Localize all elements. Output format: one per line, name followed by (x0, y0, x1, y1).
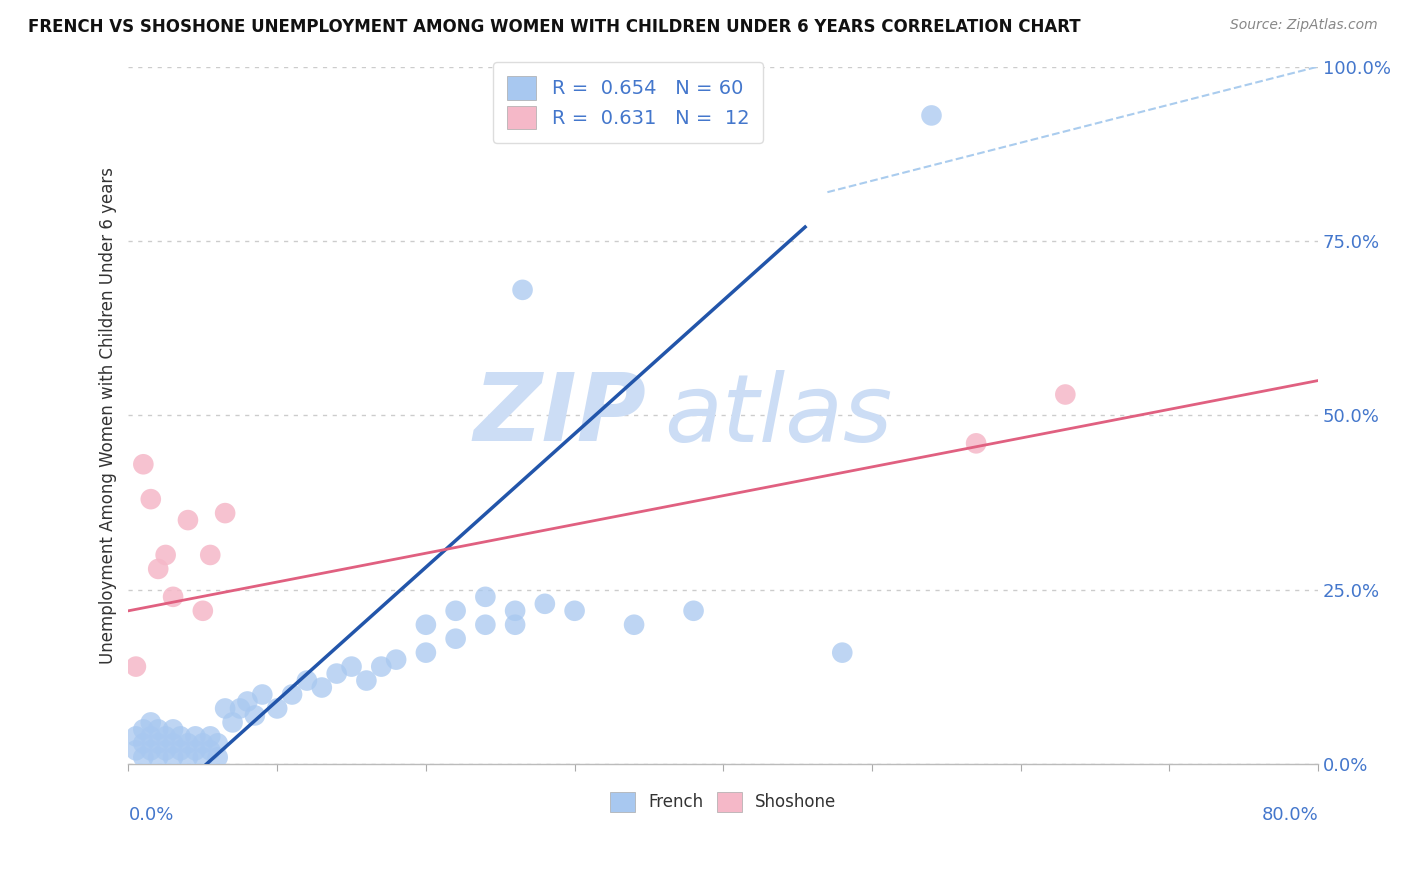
Point (266, 701, 288, 715)
Point (169, 730, 191, 744)
Point (162, 590, 184, 604)
Point (139, 743, 162, 757)
Point (325, 666, 347, 681)
Point (474, 617, 496, 632)
Point (132, 457, 155, 471)
Point (155, 730, 177, 744)
Point (200, 743, 222, 757)
Point (503, 617, 526, 632)
Point (191, 604, 214, 618)
Point (148, 562, 170, 576)
Text: 80.0%: 80.0% (1261, 806, 1319, 824)
Point (162, 750, 184, 764)
Point (177, 513, 200, 527)
Point (132, 736, 155, 750)
Point (921, 108, 943, 122)
Point (184, 743, 207, 757)
Point (444, 632, 467, 646)
Point (125, 730, 148, 744)
Point (162, 723, 184, 737)
Point (132, 750, 155, 764)
Text: atlas: atlas (664, 370, 891, 461)
Point (965, 436, 987, 450)
Point (125, 659, 148, 673)
Point (236, 694, 259, 708)
Point (503, 604, 526, 618)
Point (474, 590, 496, 604)
Point (370, 659, 392, 673)
Point (177, 736, 200, 750)
Point (221, 715, 243, 730)
Point (252, 688, 274, 702)
Point (184, 730, 207, 744)
Point (564, 604, 586, 618)
Point (415, 646, 437, 660)
Point (682, 604, 704, 618)
Point (200, 548, 222, 562)
Point (155, 548, 177, 562)
Point (295, 673, 318, 688)
Point (207, 750, 229, 764)
Point (125, 743, 148, 757)
Point (385, 652, 408, 666)
Text: 0.0%: 0.0% (128, 806, 174, 824)
Point (356, 673, 378, 688)
Point (132, 723, 155, 737)
Point (148, 723, 170, 737)
Y-axis label: Unemployment Among Women with Children Under 6 years: Unemployment Among Women with Children U… (100, 167, 117, 664)
Point (340, 659, 363, 673)
Point (139, 492, 162, 507)
Point (415, 617, 437, 632)
Text: FRENCH VS SHOSHONE UNEMPLOYMENT AMONG WOMEN WITH CHILDREN UNDER 6 YEARS CORRELAT: FRENCH VS SHOSHONE UNEMPLOYMENT AMONG WO… (28, 18, 1081, 36)
Point (831, 646, 853, 660)
Text: ZIP: ZIP (472, 369, 645, 461)
Point (155, 743, 177, 757)
Point (512, 283, 534, 297)
Point (139, 730, 162, 744)
Point (148, 750, 170, 764)
Point (139, 715, 162, 730)
Point (148, 736, 170, 750)
Point (162, 736, 184, 750)
Point (207, 736, 229, 750)
Point (534, 597, 557, 611)
Point (229, 701, 252, 715)
Legend: French, Shoshone: French, Shoshone (603, 785, 844, 819)
Point (311, 681, 333, 695)
Point (444, 604, 467, 618)
Point (281, 688, 304, 702)
Point (191, 736, 214, 750)
Point (191, 750, 214, 764)
Point (214, 506, 236, 520)
Point (1054, 387, 1077, 401)
Point (623, 617, 645, 632)
Point (169, 743, 191, 757)
Point (243, 708, 266, 723)
Point (200, 730, 222, 744)
Point (214, 701, 236, 715)
Point (177, 750, 200, 764)
Text: Source: ZipAtlas.com: Source: ZipAtlas.com (1230, 18, 1378, 32)
